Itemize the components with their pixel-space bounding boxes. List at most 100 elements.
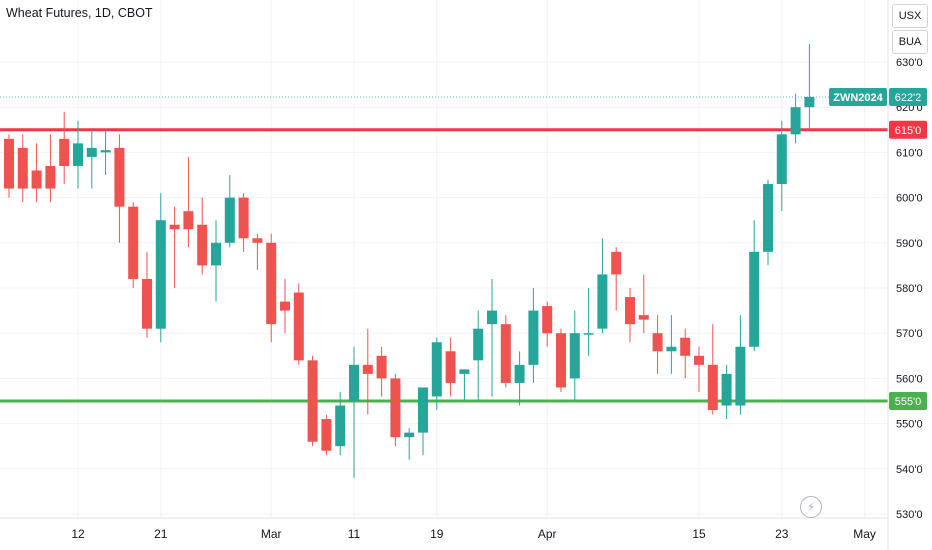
candle xyxy=(638,274,649,334)
candle-body xyxy=(652,333,663,352)
candle-body xyxy=(611,251,622,275)
candle xyxy=(73,120,83,189)
candle-body xyxy=(487,310,497,325)
resistance-price-label: 615'0 xyxy=(895,125,922,137)
candle xyxy=(735,315,746,415)
candle-body xyxy=(459,369,470,374)
x-tick-label: May xyxy=(853,527,876,541)
x-tick-label: Mar xyxy=(261,527,282,541)
candle xyxy=(252,233,263,270)
candle-body xyxy=(349,364,359,401)
candle xyxy=(583,288,594,356)
candle xyxy=(652,315,663,374)
candle-body xyxy=(776,134,787,185)
candle xyxy=(169,206,180,288)
candle-body xyxy=(418,387,428,433)
candle-body xyxy=(694,355,704,365)
candle-body xyxy=(625,297,635,325)
candle-body xyxy=(86,147,97,157)
candle xyxy=(694,346,704,392)
candle xyxy=(197,197,208,275)
candle xyxy=(142,251,152,338)
support-price-label: 555'0 xyxy=(895,396,922,408)
candle-body xyxy=(390,378,401,438)
candle-body xyxy=(155,220,166,329)
candle-body xyxy=(500,324,511,383)
candle xyxy=(680,328,691,379)
candle-body xyxy=(376,355,387,379)
candle xyxy=(611,247,622,311)
candle-body xyxy=(638,315,649,320)
candle xyxy=(293,283,304,365)
resistance-price-label-bg xyxy=(889,120,927,139)
price-labels: 615'0 555'0 622'2 ZWN2024 xyxy=(829,88,927,410)
candle-body xyxy=(266,242,277,325)
candle xyxy=(114,134,125,243)
candle-body xyxy=(721,373,732,406)
last-price-label-bg xyxy=(889,88,927,107)
y-tick-label: 560'0 xyxy=(896,373,923,385)
candle xyxy=(17,134,28,203)
candle xyxy=(404,428,415,460)
candle xyxy=(721,364,732,420)
x-tick-label: 11 xyxy=(348,527,361,541)
candle-body xyxy=(763,184,773,252)
candle-body xyxy=(804,97,815,108)
candle xyxy=(362,328,373,415)
candle xyxy=(528,288,539,383)
candle xyxy=(335,391,346,456)
candle-body xyxy=(114,147,125,207)
candle xyxy=(790,93,801,144)
candle xyxy=(45,134,56,203)
currency-unit-button[interactable]: USX xyxy=(892,4,928,28)
measure-unit-button[interactable]: BUA xyxy=(892,30,928,54)
candle-body xyxy=(293,292,304,361)
candle-body xyxy=(680,337,691,356)
y-tick-label: 550'0 xyxy=(896,419,923,431)
x-tick-label: 15 xyxy=(692,527,706,541)
candle xyxy=(100,129,111,175)
candle xyxy=(376,346,387,397)
candle xyxy=(183,156,194,248)
candle xyxy=(418,387,428,456)
candle-body xyxy=(45,165,56,189)
support-price-label-bg xyxy=(889,392,927,410)
candle xyxy=(763,179,773,266)
candle-body xyxy=(707,364,718,411)
candle-body xyxy=(17,147,28,189)
candle xyxy=(556,328,566,392)
candle-body xyxy=(211,242,221,266)
candle xyxy=(625,288,635,343)
candle xyxy=(238,193,249,252)
x-tick-label: 23 xyxy=(775,527,789,541)
candle xyxy=(597,238,608,334)
candle-body xyxy=(280,301,290,311)
y-tick-label: 610'0 xyxy=(896,147,923,159)
candle-body xyxy=(252,238,263,243)
y-tick-label: 570'0 xyxy=(896,328,923,340)
candle-body xyxy=(542,306,553,334)
candle xyxy=(155,193,166,343)
x-tick-label: 12 xyxy=(71,527,85,541)
candle-body xyxy=(514,364,525,383)
candle-body xyxy=(473,328,484,361)
candle-body xyxy=(183,211,194,230)
candle xyxy=(349,346,359,478)
candle xyxy=(211,220,221,302)
candle xyxy=(749,220,760,352)
candle-body xyxy=(735,346,746,406)
candle xyxy=(31,143,42,203)
candle xyxy=(707,324,718,415)
candle xyxy=(431,337,442,411)
candle-body xyxy=(59,138,70,166)
lightning-icon[interactable]: ⚡ xyxy=(800,496,822,518)
y-tick-label: 590'0 xyxy=(896,238,923,250)
candle-body xyxy=(4,138,14,189)
candle-body xyxy=(749,251,760,347)
candle xyxy=(4,134,14,198)
candle xyxy=(459,369,470,401)
candle xyxy=(473,310,484,401)
candle-body xyxy=(431,342,442,397)
